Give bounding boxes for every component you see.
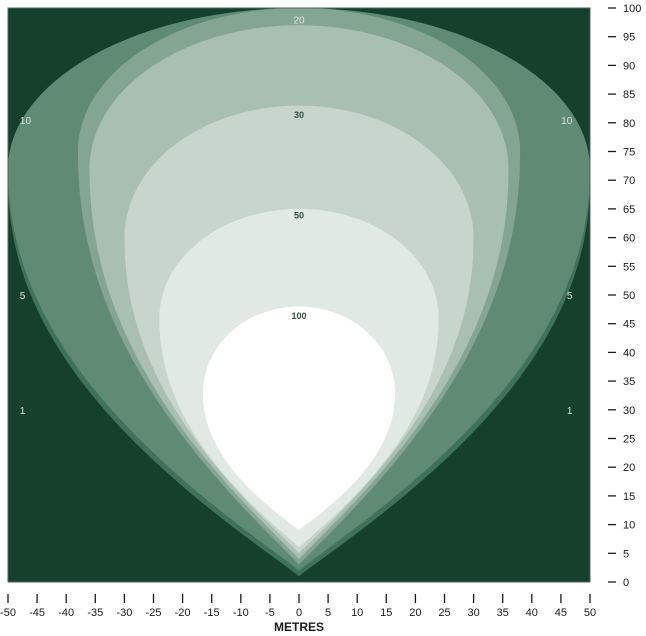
y-tick-label: 90	[623, 60, 635, 72]
x-tick-label: -50	[0, 607, 16, 619]
x-tick-label: -10	[233, 607, 249, 619]
y-tick-label: 60	[623, 233, 635, 245]
x-tick-label: 45	[555, 607, 567, 619]
x-tick-label: 15	[380, 607, 392, 619]
contour-label: 1	[567, 406, 573, 417]
x-axis: -50 -45 -40 -35 -30 -25 -20 -15 -10 -5 0 5 10 15 20 25 3…	[0, 594, 596, 619]
contour-100	[202, 306, 396, 531]
x-tick-label: -35	[87, 607, 103, 619]
y-tick-label: 5	[623, 548, 629, 560]
x-tick-label: 25	[438, 607, 450, 619]
x-tick-label: -45	[29, 607, 45, 619]
y-tick-label: 0	[623, 577, 629, 589]
y-tick-label: 55	[623, 261, 635, 273]
contour-label: 30	[294, 110, 304, 120]
y-tick-label: 45	[623, 319, 635, 331]
x-tick-label: 5	[325, 607, 331, 619]
y-tick-label: 30	[623, 405, 635, 417]
y-tick-label: 95	[623, 32, 635, 44]
y-tick-label: 65	[623, 204, 635, 216]
contour-label: 10	[561, 116, 573, 127]
plot-frame	[7, 7, 591, 583]
contour-label: 50	[294, 211, 304, 221]
x-tick-label: 35	[497, 607, 509, 619]
y-tick-label: 10	[623, 520, 635, 532]
x-tick-label: -25	[146, 607, 162, 619]
y-axis: 0 5 10 15 20 25 30 35 40 45 50 55 60 65 70 75 80 85 90 95 10…	[608, 3, 641, 589]
x-tick-label: 50	[584, 607, 596, 619]
y-tick-label: 25	[623, 434, 635, 446]
y-tick-label: 40	[623, 347, 635, 359]
contour-label: 5	[20, 291, 26, 302]
x-tick-label: -20	[175, 607, 191, 619]
x-tick-label: -40	[58, 607, 74, 619]
x-tick-label: 30	[467, 607, 479, 619]
x-axis-title: METRES	[274, 620, 324, 634]
y-tick-label: 35	[623, 376, 635, 388]
x-tick-label: 10	[351, 607, 363, 619]
y-tick-label: 75	[623, 147, 635, 159]
x-tick-label: 20	[409, 607, 421, 619]
y-tick-label: 100	[623, 3, 641, 15]
contour-label: 10	[20, 116, 32, 127]
x-tick-label: -30	[116, 607, 132, 619]
contour-label: 20	[293, 15, 305, 26]
contour-label: 100	[291, 311, 306, 321]
y-tick-label: 20	[623, 462, 635, 474]
contour-label: 1	[20, 406, 26, 417]
x-tick-label: -5	[265, 607, 275, 619]
y-tick-label: 50	[623, 290, 635, 302]
contour-label: 5	[567, 291, 573, 302]
x-tick-label: -15	[204, 607, 220, 619]
y-tick-label: 85	[623, 89, 635, 101]
y-tick-label: 80	[623, 118, 635, 130]
x-tick-label: 0	[296, 607, 302, 619]
y-tick-label: 15	[623, 491, 635, 503]
y-tick-label: 70	[623, 175, 635, 187]
x-tick-label: 40	[526, 607, 538, 619]
